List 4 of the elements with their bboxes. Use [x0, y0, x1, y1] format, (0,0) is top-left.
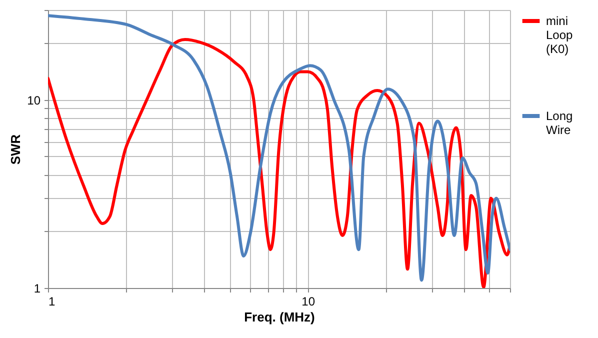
x-axis-title: Freq. (MHz) [244, 310, 315, 324]
legend-label: Long Wire [546, 109, 573, 137]
y-axis-title: SWR [8, 134, 24, 165]
legend-label: mini Loop (K0) [546, 14, 574, 56]
